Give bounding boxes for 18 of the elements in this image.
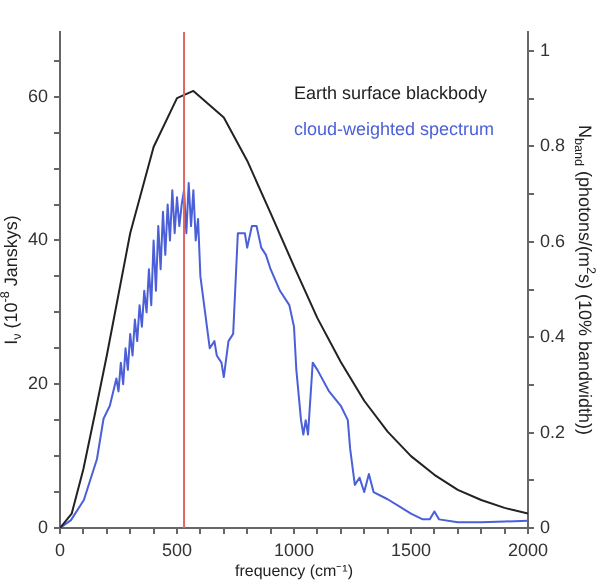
y2-tick-label: 0.4 (540, 326, 566, 347)
y2-tick-label: 0.2 (540, 421, 566, 442)
x-axis-title: frequency (cm⁻¹) (234, 562, 354, 581)
y2-tick-label: 0.8 (540, 135, 566, 156)
y-tick-label: 60 (27, 85, 48, 106)
y-tick-label: 20 (27, 373, 48, 394)
x-tick-label: 1000 (273, 539, 315, 560)
x-tick-label: 500 (161, 539, 193, 560)
y-tick-label: 40 (27, 229, 48, 250)
x-tick-label: 2000 (507, 539, 549, 560)
y-tick-label: 0 (37, 516, 48, 537)
text: cloud-weighted spectrum (294, 118, 495, 139)
y2-tick-label: 0 (540, 516, 551, 537)
y2-tick-label: 1 (540, 40, 551, 61)
x-tick-label: 1500 (390, 539, 432, 560)
y2-tick-label: 0.6 (540, 230, 566, 251)
x-tick-label: 0 (54, 539, 66, 560)
text: Earth surface blackbody (294, 82, 489, 103)
